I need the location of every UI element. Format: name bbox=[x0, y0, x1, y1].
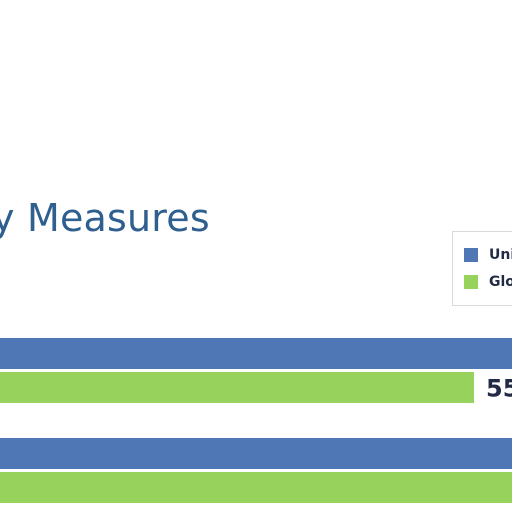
legend-swatch-series-1 bbox=[464, 248, 478, 262]
bar-1-1 bbox=[0, 338, 512, 369]
bar-2-1 bbox=[0, 372, 474, 403]
bar-2-2 bbox=[0, 472, 512, 503]
chart-title: y Measures bbox=[0, 196, 210, 240]
legend: Uni Glo bbox=[452, 231, 512, 306]
bar-1-2 bbox=[0, 438, 512, 469]
legend-label-series-1: Uni bbox=[489, 247, 512, 263]
legend-swatch-series-2 bbox=[464, 275, 478, 289]
data-label-2-1: 55 bbox=[486, 375, 512, 403]
legend-label-series-2: Glo bbox=[489, 274, 512, 290]
